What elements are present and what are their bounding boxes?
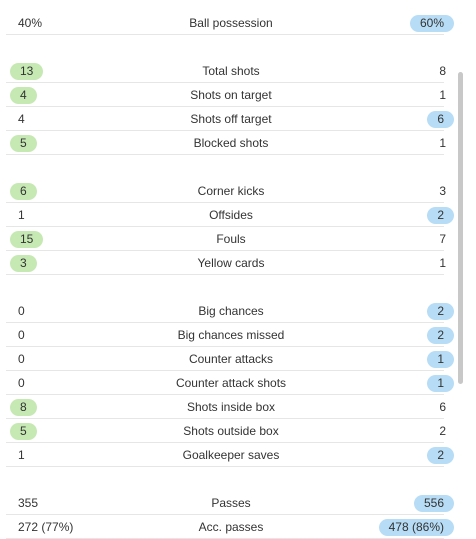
home-value-badge: 3 [10,255,37,272]
away-value-badge: 1 [427,351,454,368]
home-value: 272 (77%) [18,520,74,534]
away-value-badge: 6 [427,111,454,128]
away-value-badge: 60% [409,15,454,32]
stat-row: 8 Shots inside box 6 [6,395,446,419]
away-value: 1 [439,88,446,102]
away-value-badge: 478 (86%) [378,519,454,536]
home-value-badge: 13 [10,63,44,80]
home-value: 1 [18,208,25,222]
scrollbar-thumb[interactable] [458,72,463,384]
stat-label: Blocked shots [193,136,269,150]
stat-label: Counter attacks [188,352,274,366]
stat-row: 6 Corner kicks 3 [6,179,446,203]
stat-row: 15 Fouls 7 [6,227,446,251]
home-value-badge: 6 [10,183,37,200]
stat-row: 5 Blocked shots 1 [6,131,446,155]
home-value: 4 [18,112,25,126]
stat-label: Big chances missed [177,328,285,342]
away-value-badge: 556 [413,495,454,512]
away-value-badge: 2 [427,447,454,464]
stat-row: 1 Goalkeeper saves 2 [6,443,454,467]
stat-label: Passes [211,496,251,510]
home-value-badge: 15 [10,231,44,248]
away-value: 6 [439,400,446,414]
home-value: 0 [18,304,25,318]
home-value: 40% [18,16,43,30]
home-value: 1 [18,448,25,462]
home-value-badge: 5 [10,423,37,440]
stat-row: 0 Counter attacks 1 [6,347,454,371]
stat-row: 355 Passes 556 [6,491,454,515]
away-value-badge: 2 [427,207,454,224]
stat-label: Shots on target [190,88,272,102]
stat-label: Ball possession [189,16,273,30]
stat-label: Goalkeeper saves [182,448,280,462]
away-value-badge: 1 [427,375,454,392]
stat-label: Shots outside box [183,424,279,438]
away-value: 1 [439,256,446,270]
stat-row: 272 (77%) Acc. passes 478 (86%) [6,515,454,539]
scrollbar[interactable] [458,72,464,384]
home-value: 0 [18,352,25,366]
away-value: 1 [439,136,446,150]
stat-label: Big chances [198,304,264,318]
stat-label: Acc. passes [198,520,264,534]
away-value: 2 [439,424,446,438]
stat-label: Total shots [202,64,260,78]
home-value: 355 [18,496,39,510]
stat-row: 13 Total shots 8 [6,59,446,83]
stat-row: 1 Offsides 2 [6,203,454,227]
stat-label: Offsides [209,208,253,222]
stat-row: 4 Shots on target 1 [6,83,446,107]
stat-row: 4 Shots off target 6 [6,107,454,131]
stat-row: 0 Counter attack shots 1 [6,371,454,395]
stat-label: Corner kicks [197,184,265,198]
stat-label: Counter attack shots [175,376,287,390]
away-value-badge: 2 [427,327,454,344]
home-value: 0 [18,376,25,390]
stat-label: Shots inside box [186,400,276,414]
stat-row: 0 Big chances missed 2 [6,323,454,347]
stat-row: 3 Yellow cards 1 [6,251,446,275]
home-value-badge: 4 [10,87,37,104]
home-value: 0 [18,328,25,342]
away-value-badge: 2 [427,303,454,320]
away-value: 7 [439,232,446,246]
away-value: 8 [439,64,446,78]
away-value: 3 [439,184,446,198]
home-value-badge: 8 [10,399,37,416]
stat-row: 0 Big chances 2 [6,299,454,323]
home-value-badge: 5 [10,135,37,152]
stat-row: 5 Shots outside box 2 [6,419,446,443]
stat-label: Shots off target [190,112,272,126]
stat-row: 40% Ball possession 60% [6,11,454,35]
stat-label: Fouls [216,232,246,246]
stat-label: Yellow cards [197,256,265,270]
